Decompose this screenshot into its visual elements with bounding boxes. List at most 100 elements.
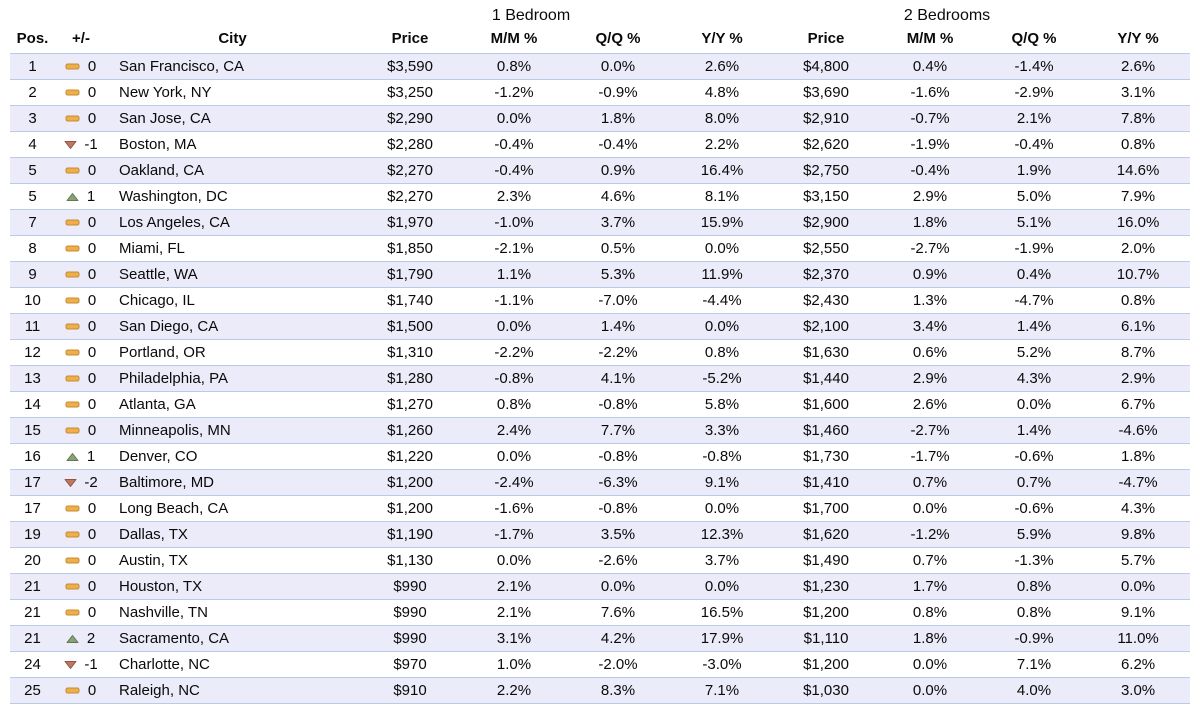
city-cell: Baltimore, MD	[119, 474, 215, 491]
br2-yy-cell: 1.8%	[1120, 448, 1156, 465]
br1-price-cell: $1,200	[387, 500, 433, 517]
br2-price-cell: $1,200	[803, 604, 849, 621]
br2-qq-cell: -1.4%	[1014, 58, 1054, 75]
rank-change-cell: 0	[55, 366, 107, 392]
table-row: 13 0 Philadelphia, PA $1,280 -0.8% 4.1% …	[10, 365, 1191, 392]
br1-yy-cell: 0.0%	[704, 318, 740, 335]
no-change-icon	[65, 88, 80, 97]
br1-qq-cell: 4.6%	[600, 188, 636, 205]
column-header-br2-mm: M/M %	[906, 30, 954, 47]
br2-qq-cell: 1.4%	[1016, 422, 1052, 439]
br1-mm-cell: -0.4%	[494, 136, 534, 153]
br1-price-cell: $1,970	[387, 214, 433, 231]
city-cell: Boston, MA	[119, 136, 197, 153]
br2-yy-cell: 0.8%	[1120, 136, 1156, 153]
br2-mm-cell: -1.7%	[910, 448, 950, 465]
br1-yy-cell: 12.3%	[700, 526, 744, 543]
br2-yy-cell: 6.7%	[1120, 396, 1156, 413]
br2-yy-cell: 2.0%	[1120, 240, 1156, 257]
br2-yy-cell: 0.0%	[1120, 578, 1156, 595]
city-cell: Philadelphia, PA	[119, 370, 228, 387]
rank-change-value: 0	[87, 84, 97, 101]
br1-qq-cell: -0.8%	[598, 500, 638, 517]
br2-qq-cell: 0.8%	[1016, 578, 1052, 595]
br2-yy-cell: 6.2%	[1120, 656, 1156, 673]
br2-qq-cell: 5.9%	[1016, 526, 1052, 543]
br1-qq-cell: -2.6%	[598, 552, 638, 569]
br2-price-cell: $2,100	[803, 318, 849, 335]
table-row: 21 2 Sacramento, CA $990 3.1% 4.2% 17.9%…	[10, 625, 1191, 652]
rank-change-cell: 0	[55, 80, 107, 106]
br2-mm-cell: -1.9%	[910, 136, 950, 153]
br1-mm-cell: 2.1%	[496, 578, 532, 595]
rank-cell: 12	[24, 344, 41, 361]
br1-price-cell: $1,270	[387, 396, 433, 413]
rank-change-value: 1	[86, 188, 96, 205]
br2-price-cell: $2,430	[803, 292, 849, 309]
br1-price-cell: $1,260	[387, 422, 433, 439]
column-header-row: Pos. +/- City Price M/M % Q/Q % Y/Y % Pr…	[10, 28, 1190, 54]
rank-down-icon	[64, 478, 77, 488]
rank-up-icon	[66, 192, 79, 202]
br2-price-cell: $1,630	[803, 344, 849, 361]
city-cell: Portland, OR	[119, 344, 206, 361]
rank-cell: 3	[28, 110, 37, 127]
br1-qq-cell: 0.9%	[600, 162, 636, 179]
rank-change-value: 0	[87, 682, 97, 699]
br1-yy-cell: 5.8%	[704, 396, 740, 413]
rank-cell: 17	[24, 500, 41, 517]
rank-cell: 21	[24, 630, 41, 647]
rank-change-cell: 0	[55, 236, 107, 262]
br2-yy-cell: 2.9%	[1120, 370, 1156, 387]
rank-change-value: 0	[87, 370, 97, 387]
table-row: 1 0 San Francisco, CA $3,590 0.8% 0.0% 2…	[10, 53, 1191, 80]
table-row: 17 0 Long Beach, CA $1,200 -1.6% -0.8% 0…	[10, 496, 1190, 522]
city-cell: Long Beach, CA	[119, 500, 229, 517]
table-row: 24 -1 Charlotte, NC $970 1.0% -2.0% -3.0…	[10, 652, 1190, 678]
br2-qq-cell: -4.7%	[1014, 292, 1054, 309]
br2-price-cell: $2,370	[803, 266, 849, 283]
rank-change-cell: 1	[55, 184, 107, 210]
column-header-br1-qq: Q/Q %	[595, 30, 641, 47]
br2-yy-cell: 4.3%	[1120, 500, 1156, 517]
rank-change-cell: -1	[55, 652, 107, 678]
br1-qq-cell: -2.0%	[598, 656, 638, 673]
br1-yy-cell: 9.1%	[704, 474, 740, 491]
br1-yy-cell: 3.7%	[704, 552, 740, 569]
br1-price-cell: $990	[393, 630, 427, 647]
br1-yy-cell: 2.6%	[704, 58, 740, 75]
br2-qq-cell: -0.6%	[1014, 448, 1054, 465]
br2-mm-cell: 0.0%	[912, 500, 948, 517]
br1-qq-cell: 8.3%	[600, 682, 636, 699]
table-row: 16 1 Denver, CO $1,220 0.0% -0.8% -0.8% …	[10, 444, 1190, 470]
rank-down-icon	[64, 660, 77, 670]
br1-mm-cell: -1.6%	[494, 500, 534, 517]
br2-mm-cell: 0.7%	[912, 552, 948, 569]
br2-qq-cell: -0.9%	[1014, 630, 1054, 647]
br1-price-cell: $970	[393, 656, 427, 673]
no-change-icon	[65, 608, 80, 617]
br1-yy-cell: -4.4%	[702, 292, 742, 309]
rank-change-value: -1	[84, 656, 98, 673]
rank-change-value: 0	[87, 500, 97, 517]
city-cell: San Francisco, CA	[119, 58, 245, 75]
city-cell: Washington, DC	[119, 188, 228, 205]
br1-yy-cell: 4.8%	[704, 84, 740, 101]
br1-mm-cell: 3.1%	[496, 630, 532, 647]
rank-cell: 11	[24, 318, 41, 335]
city-cell: Minneapolis, MN	[119, 422, 231, 439]
br2-mm-cell: 0.4%	[912, 58, 948, 75]
br2-yy-cell: 3.1%	[1120, 84, 1156, 101]
br2-yy-cell: 9.1%	[1120, 604, 1156, 621]
rank-change-cell: 0	[55, 210, 107, 236]
br1-qq-cell: -6.3%	[598, 474, 638, 491]
no-change-icon	[65, 374, 80, 383]
rank-change-value: 0	[87, 552, 97, 569]
rank-change-cell: 0	[55, 54, 107, 80]
table-row: 21 0 Houston, TX $990 2.1% 0.0% 0.0% $1,…	[10, 573, 1191, 600]
no-change-icon	[65, 62, 80, 71]
no-change-icon	[65, 582, 80, 591]
rank-cell: 21	[24, 604, 41, 621]
rank-change-cell: 0	[55, 678, 107, 704]
br2-yy-cell: 6.1%	[1120, 318, 1156, 335]
